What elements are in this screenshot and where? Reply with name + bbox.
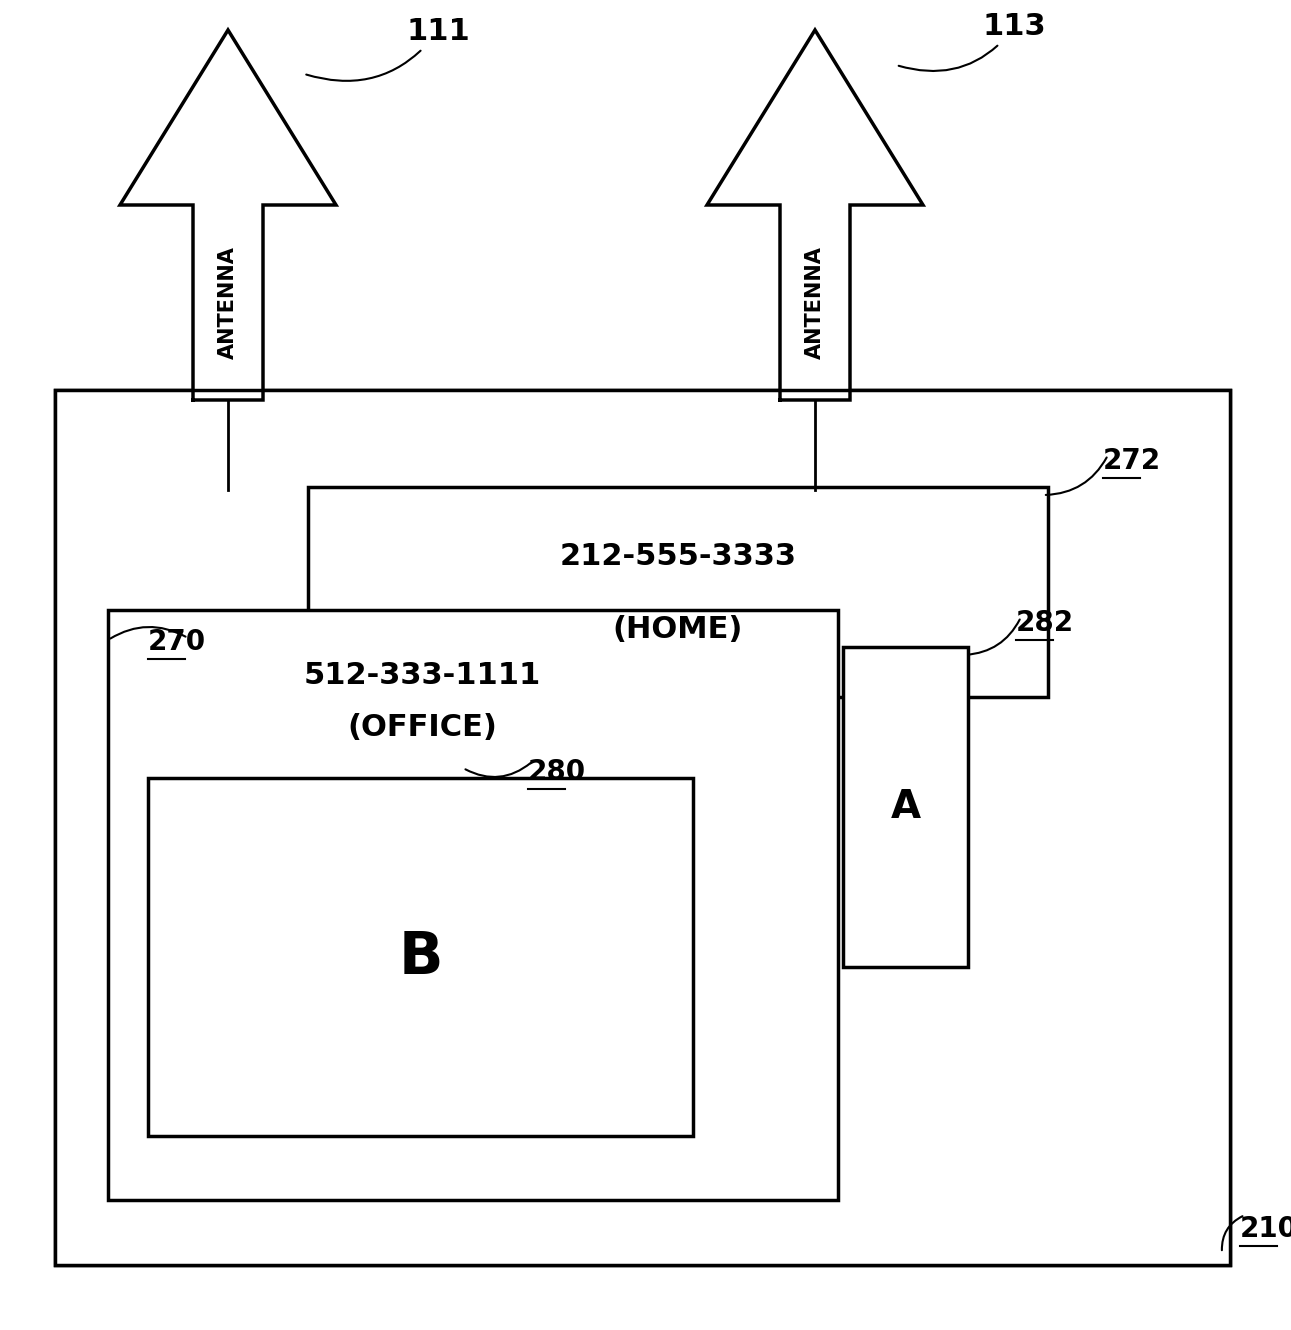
Text: 282: 282 — [1016, 609, 1074, 637]
Text: 270: 270 — [148, 628, 207, 656]
Bar — [843, 646, 968, 967]
Text: 280: 280 — [528, 758, 586, 786]
Polygon shape — [120, 31, 336, 400]
Bar — [309, 487, 1048, 697]
Text: ANTENNA: ANTENNA — [218, 246, 238, 359]
Text: 113: 113 — [899, 12, 1047, 70]
Bar — [56, 390, 1230, 1265]
Text: B: B — [398, 928, 443, 986]
Text: 272: 272 — [1103, 447, 1161, 475]
Text: 512-333-1111: 512-333-1111 — [303, 661, 541, 689]
Text: 210: 210 — [1239, 1216, 1291, 1244]
Text: A: A — [891, 787, 920, 826]
Text: (HOME): (HOME) — [613, 616, 744, 644]
Bar — [148, 778, 693, 1136]
Text: (OFFICE): (OFFICE) — [347, 713, 497, 742]
Bar — [56, 390, 1230, 1265]
Bar — [108, 610, 838, 1200]
Bar — [56, 390, 1230, 1265]
Text: ANTENNA: ANTENNA — [806, 246, 825, 359]
Polygon shape — [707, 31, 923, 400]
Text: 212-555-3333: 212-555-3333 — [559, 541, 797, 571]
Text: 111: 111 — [306, 17, 470, 81]
